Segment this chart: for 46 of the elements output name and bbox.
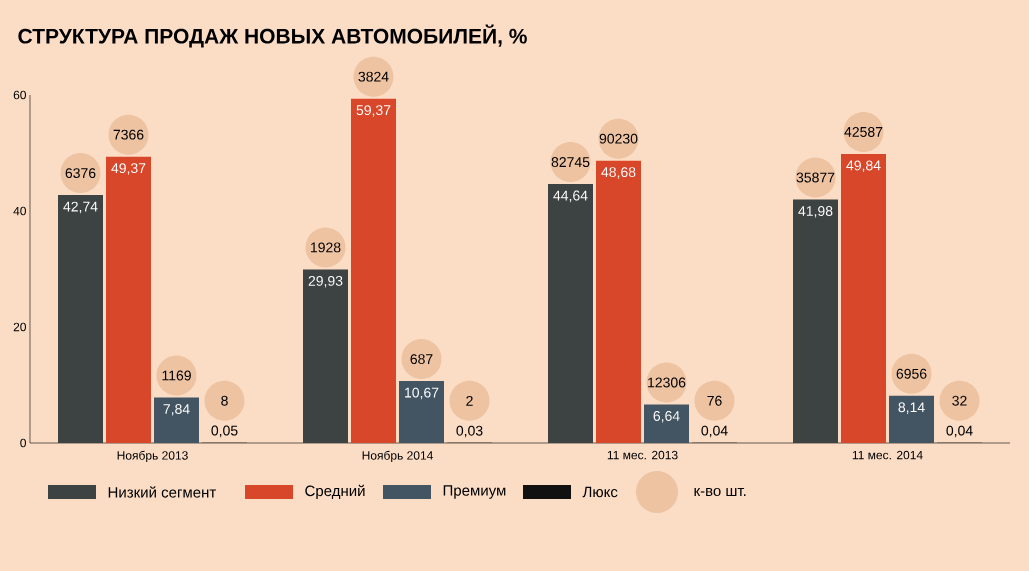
x-tick-label: 11 мес. 2013 (607, 450, 678, 460)
text: к-во шт. (694, 487, 746, 497)
annotation: 1169 (162, 370, 191, 381)
data-label: 41,98 (798, 206, 833, 218)
x-tick-label: 11 мес. 2014 (852, 450, 923, 460)
annotation: 6956 (896, 368, 927, 379)
x-tick-label: Ноябрь 2013 (117, 450, 188, 463)
data-label: 49,37 (111, 163, 146, 175)
data-label: 10,67 (405, 387, 439, 400)
data-label: 0,05 (211, 425, 238, 438)
annotation: 82745 (551, 157, 590, 168)
data-label: 0,04 (946, 425, 973, 438)
annotation: 32 (952, 395, 967, 406)
data-label: 42,74 (63, 201, 98, 214)
data-label: 49,84 (846, 160, 881, 173)
legend-label: Премиум (443, 485, 506, 499)
data-label: 0,04 (701, 425, 728, 438)
data-label: 8,14 (898, 402, 925, 414)
data-label: 0,03 (456, 425, 483, 438)
y-tick-label: 0 (20, 438, 26, 448)
annotation: 1928 (311, 242, 341, 253)
annotation: 90230 (599, 133, 638, 144)
y-tick-label: 20 (13, 322, 26, 332)
annotation: 12306 (648, 377, 686, 388)
x-tick-label: Ноябрь 2014 (362, 450, 433, 463)
annotation: 35877 (796, 172, 835, 183)
data-label: 7,84 (163, 404, 190, 416)
chart-title: СТРУКТУРА ПРОДАЖ НОВЫХ АВТОМОБИЛЕЙ, % (18, 24, 527, 48)
annotation: 7366 (113, 129, 144, 140)
legend-label: Низкий сегмент (108, 486, 216, 498)
data-label: 29,93 (308, 275, 343, 288)
data-label: 48,68 (601, 167, 636, 179)
data-label: 59,37 (356, 105, 391, 117)
data-label: 44,64 (553, 190, 588, 203)
annotation: 6376 (65, 168, 96, 179)
annotation: 42587 (844, 126, 883, 137)
legend-label: Средний (305, 484, 365, 500)
text: 3824 (358, 71, 389, 82)
annotation: 8 (221, 395, 228, 406)
legend-label: Люкс (582, 486, 618, 498)
y-tick-label: 40 (13, 206, 26, 216)
data-label: 6,64 (653, 411, 680, 423)
annotation: 2 (466, 395, 473, 406)
annotation: 687 (410, 354, 433, 365)
y-tick-label: 60 (13, 90, 26, 100)
annotation: 76 (707, 395, 722, 406)
